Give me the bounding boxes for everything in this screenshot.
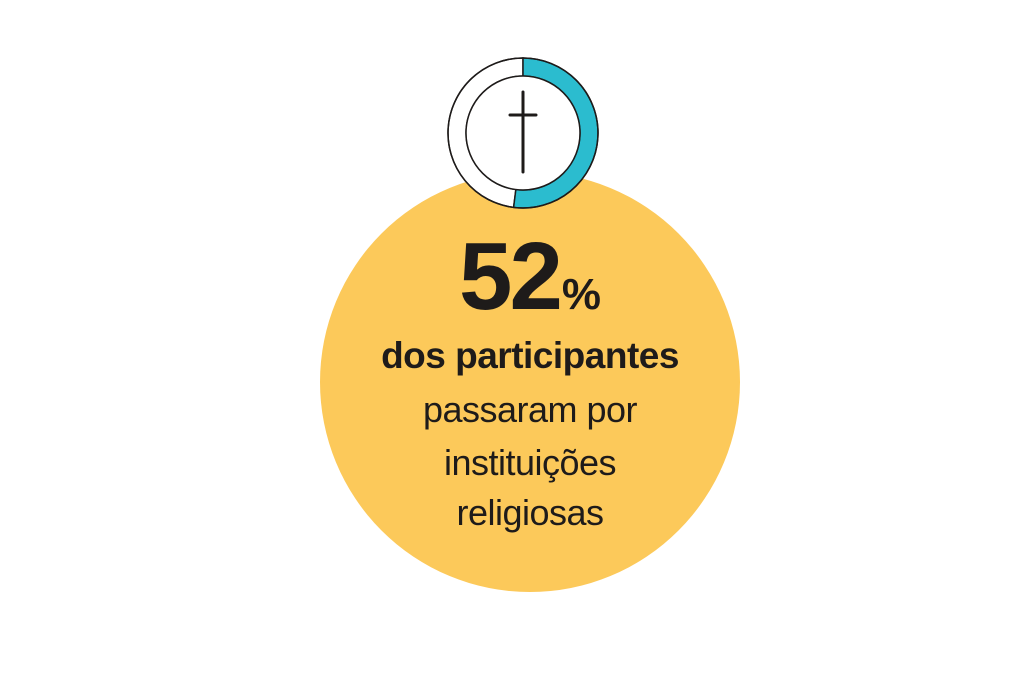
stat-subject: dos participantes xyxy=(381,335,679,376)
stat-value: 52 xyxy=(459,223,563,330)
donut-outer-outline xyxy=(447,57,599,209)
stat-unit: % xyxy=(561,270,601,319)
stat-percentage: 52% xyxy=(320,222,740,350)
stat-description-line-3: religiosas xyxy=(456,492,604,533)
stat-description-line-2: instituições xyxy=(443,442,617,483)
stat-background-circle xyxy=(320,172,740,592)
cross-icon xyxy=(508,90,538,174)
stat-description-line-1: passaram por xyxy=(422,389,638,430)
